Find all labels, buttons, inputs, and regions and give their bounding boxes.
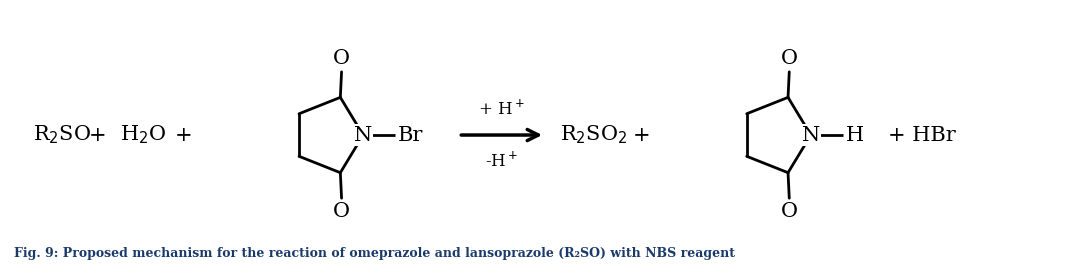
Text: +: + <box>632 126 650 144</box>
Text: + HBr: + HBr <box>888 126 956 144</box>
Text: +: + <box>89 126 106 144</box>
Text: H: H <box>846 126 863 144</box>
Text: N: N <box>801 126 820 144</box>
Text: N: N <box>354 126 373 144</box>
Text: + H$^+$: + H$^+$ <box>479 99 525 118</box>
Text: R$_2$SO$_2$: R$_2$SO$_2$ <box>560 124 627 146</box>
Text: Br: Br <box>397 126 423 144</box>
Text: Fig. 9: Proposed mechanism for the reaction of omeprazole and lansoprazole (R₂SO: Fig. 9: Proposed mechanism for the react… <box>14 247 734 260</box>
Text: +: + <box>175 126 193 144</box>
Text: -H$^+$: -H$^+$ <box>485 152 519 171</box>
Text: R$_2$SO: R$_2$SO <box>32 124 91 146</box>
Text: O: O <box>781 49 798 68</box>
Text: O: O <box>334 202 350 221</box>
Text: O: O <box>334 49 350 68</box>
Text: H$_2$O: H$_2$O <box>120 124 167 146</box>
Text: O: O <box>781 202 798 221</box>
